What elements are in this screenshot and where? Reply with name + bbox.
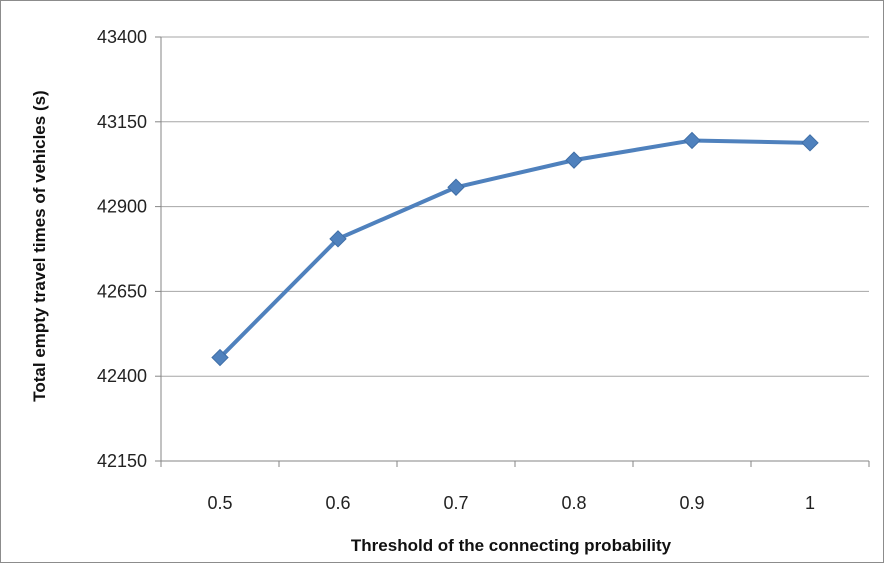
x-tick-label: 0.7 (443, 493, 468, 513)
data-point (565, 151, 583, 169)
y-tick-label: 42400 (97, 366, 147, 386)
series-group (211, 131, 819, 367)
x-axis-title: Threshold of the connecting probability (351, 536, 672, 555)
data-point (329, 230, 347, 248)
data-point (801, 134, 819, 152)
y-tick-label: 42650 (97, 281, 147, 301)
y-tick-label: 42900 (97, 197, 147, 217)
x-axis: 0.5 0.6 0.7 0.8 0.9 1 (160, 460, 870, 513)
x-tick-label: 0.6 (325, 493, 350, 513)
gridlines (161, 36, 869, 377)
y-tick-label: 42150 (97, 451, 147, 471)
data-point (211, 348, 229, 367)
series-line (218, 138, 812, 360)
x-tick-label: 0.8 (561, 493, 586, 513)
y-tick-label: 43400 (97, 27, 147, 47)
y-axis: 42150 42400 42650 42900 43150 43400 (97, 27, 162, 471)
x-tick-label: 0.9 (679, 493, 704, 513)
y-tick-label: 43150 (97, 112, 147, 132)
x-tick-label: 1 (805, 493, 815, 513)
data-point (683, 131, 701, 150)
data-point (447, 178, 465, 196)
x-tick-label: 0.5 (207, 493, 232, 513)
y-axis-title: Total empty travel times of vehicles (s) (30, 90, 49, 401)
